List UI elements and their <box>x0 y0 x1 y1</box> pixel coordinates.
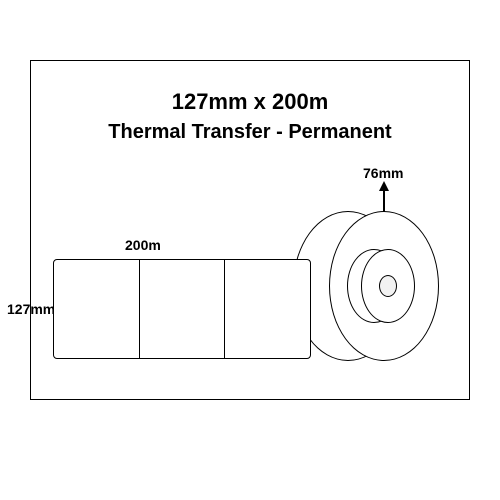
diagram-canvas: 127mm x 200m Thermal Transfer - Permanen… <box>30 60 470 400</box>
label-segment <box>140 260 226 358</box>
subtitle-text: Thermal Transfer - Permanent <box>31 121 469 144</box>
height-dimension-label: 127mm <box>7 301 55 317</box>
label-roll <box>293 211 443 361</box>
label-segment <box>225 260 310 358</box>
core-dimension-label: 76mm <box>363 165 403 181</box>
label-strip <box>53 259 311 359</box>
label-segment <box>54 260 140 358</box>
length-dimension-label: 200m <box>125 237 161 253</box>
roll-core-hole <box>379 275 397 297</box>
title-text: 127mm x 200m <box>31 89 469 115</box>
